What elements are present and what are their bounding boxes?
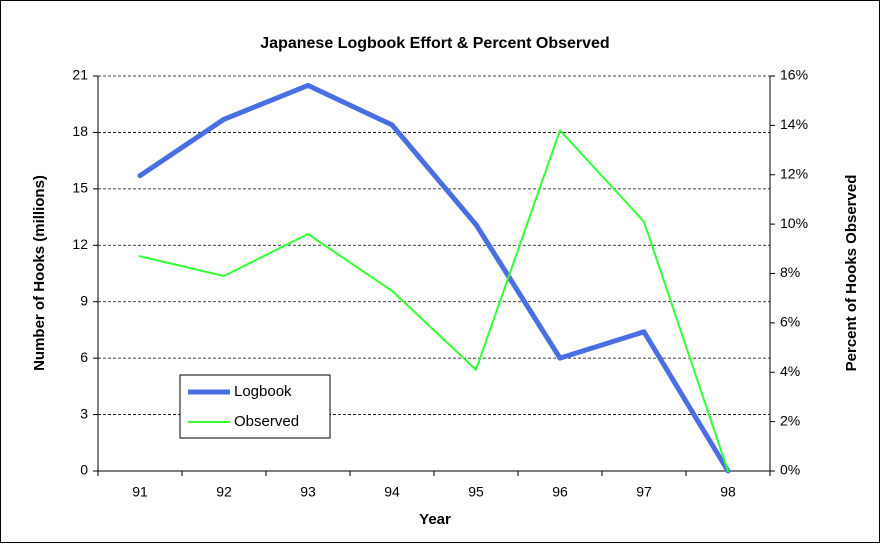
y2-tick-label: 16% [780,67,808,83]
y2-axis-title: Percent of Hooks Observed [843,175,860,372]
y2-tick-label: 12% [780,165,808,181]
chart-title: Japanese Logbook Effort & Percent Observ… [260,35,609,52]
y-tick-label: 12 [72,236,88,252]
x-tick-label: 97 [636,484,652,500]
y2-tick-label: 0% [780,462,800,478]
y-tick-label: 15 [72,180,88,196]
y-tick-label: 21 [72,67,88,83]
x-tick-label: 94 [384,484,400,500]
x-axis-title: Year [419,511,451,528]
y2-tick-label: 8% [780,264,800,280]
y2-tick-label: 2% [780,412,800,428]
y2-tick-label: 14% [780,116,808,132]
x-tick-label: 95 [468,484,484,500]
series-line [137,82,731,474]
y2-tick-label: 4% [780,363,800,379]
legend-label: Logbook [234,383,292,400]
x-tick-label: 96 [552,484,568,500]
x-tick-label: 93 [300,484,316,500]
legend-label: Observed [234,413,299,430]
x-tick-label: 98 [720,484,736,500]
x-tick-label: 92 [216,484,232,500]
y-tick-label: 0 [80,462,88,478]
y-tick-label: 3 [80,405,88,421]
legend-box [179,374,331,439]
x-tick-label: 91 [132,484,148,500]
y-tick-label: 6 [80,349,88,365]
series-line [139,129,729,472]
y2-tick-label: 10% [780,215,808,231]
y-axis-title: Number of Hooks (millions) [31,175,48,371]
y2-tick-label: 6% [780,314,800,330]
y-tick-label: 9 [80,292,88,308]
y-tick-label: 18 [72,123,88,139]
